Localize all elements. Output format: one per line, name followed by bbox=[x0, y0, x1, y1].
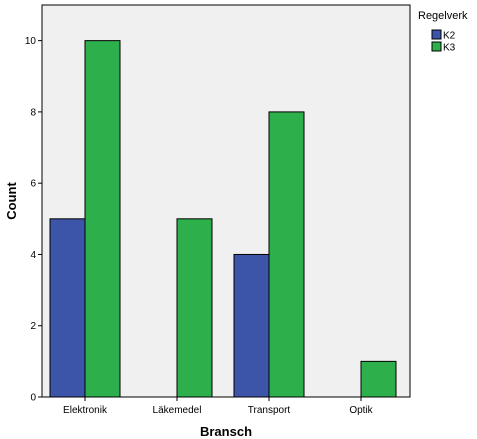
y-tick-label: 10 bbox=[25, 36, 37, 47]
bar-k2-0 bbox=[49, 218, 86, 398]
x-tick-label: Elektronik bbox=[63, 405, 108, 416]
x-axis: Elektronik Läkemedel Transport Optik bbox=[63, 397, 374, 416]
x-axis-title: Bransch bbox=[200, 424, 252, 439]
y-axis: 0 2 4 6 8 10 bbox=[25, 36, 42, 404]
legend-label-k3: K3 bbox=[443, 43, 456, 54]
legend-title: Regelverk bbox=[418, 10, 468, 22]
y-tick-label: 8 bbox=[30, 107, 36, 118]
bars bbox=[49, 40, 397, 398]
x-tick-label: Optik bbox=[349, 405, 373, 416]
y-tick-label: 6 bbox=[30, 179, 36, 190]
y-tick-label: 2 bbox=[30, 321, 36, 332]
y-tick-label: 0 bbox=[30, 393, 36, 404]
bar-k3-2 bbox=[268, 111, 305, 398]
y-axis-title: Count bbox=[4, 182, 19, 220]
legend-label-k2: K2 bbox=[443, 31, 456, 42]
y-tick-label: 4 bbox=[30, 250, 36, 261]
bar-k3-3 bbox=[360, 360, 397, 398]
legend-swatch-k3 bbox=[431, 41, 442, 52]
bar-k2-2 bbox=[233, 253, 270, 398]
x-tick-label: Transport bbox=[248, 405, 291, 416]
legend-swatch-k2 bbox=[431, 29, 442, 40]
bar-k3-0 bbox=[84, 40, 121, 398]
x-tick-label: Läkemedel bbox=[153, 405, 202, 416]
bar-k3-1 bbox=[176, 218, 213, 398]
